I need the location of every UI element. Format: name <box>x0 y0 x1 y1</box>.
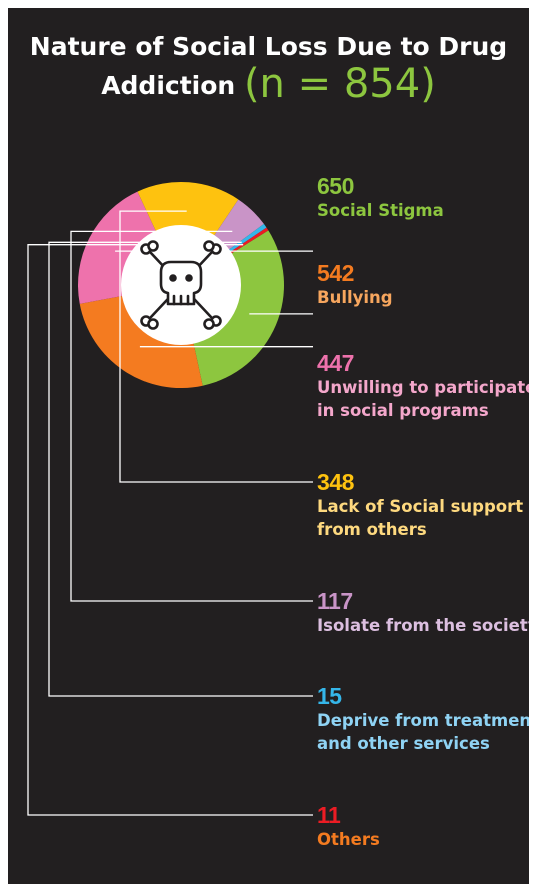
skull-and-crossbones-icon <box>140 240 222 330</box>
leader-line-5 <box>70 230 313 602</box>
category-label-6: 15 Deprive from treatment and other servic… <box>317 684 529 755</box>
category-label-4: 348 Lack of Social support from others <box>317 470 523 541</box>
category-name-line: Deprive from treatment <box>317 711 529 730</box>
category-value: 15 <box>317 683 342 709</box>
category-value: 650 <box>317 173 354 199</box>
category-name-line: Lack of Social support <box>317 497 524 516</box>
chart-title: Nature of Social Loss Due to Drug Addict… <box>8 30 529 104</box>
title-line-2: Addiction (n = 854) <box>8 64 529 104</box>
category-value: 117 <box>317 588 353 614</box>
category-name-line: Unwilling to participate <box>317 378 529 397</box>
category-value: 542 <box>317 260 354 286</box>
category-label-3: 447 Unwilling to participate in social pro… <box>317 351 529 422</box>
title-line-2-text: Addiction <box>101 71 236 100</box>
category-name-line: Bullying <box>317 288 393 307</box>
category-name-line: Social Stigma <box>317 201 444 220</box>
category-label-5: 117 Isolate from the society <box>317 589 529 637</box>
leader-line-7 <box>27 244 313 816</box>
category-name-line: in social programs <box>317 401 489 420</box>
category-name-line: and other services <box>317 734 490 753</box>
category-label-2: 542 Bullying <box>317 261 393 309</box>
title-line-1: Nature of Social Loss Due to Drug <box>29 32 508 61</box>
infographic-canvas: Nature of Social Loss Due to Drug Addict… <box>8 8 529 884</box>
category-label-7: 11 Others <box>317 803 380 851</box>
category-value: 348 <box>317 469 354 495</box>
category-value: 11 <box>317 802 341 828</box>
leader-lines <box>27 210 313 816</box>
leader-line-4 <box>119 210 313 483</box>
category-label-1: 650 Social Stigma <box>317 174 444 222</box>
category-value: 447 <box>317 350 354 376</box>
category-name-line: from others <box>317 520 427 539</box>
donut-chart <box>27 182 313 816</box>
category-name-line: Others <box>317 830 380 849</box>
sample-size-label: (n = 854) <box>243 61 436 107</box>
category-name-line: Isolate from the society <box>317 616 529 635</box>
